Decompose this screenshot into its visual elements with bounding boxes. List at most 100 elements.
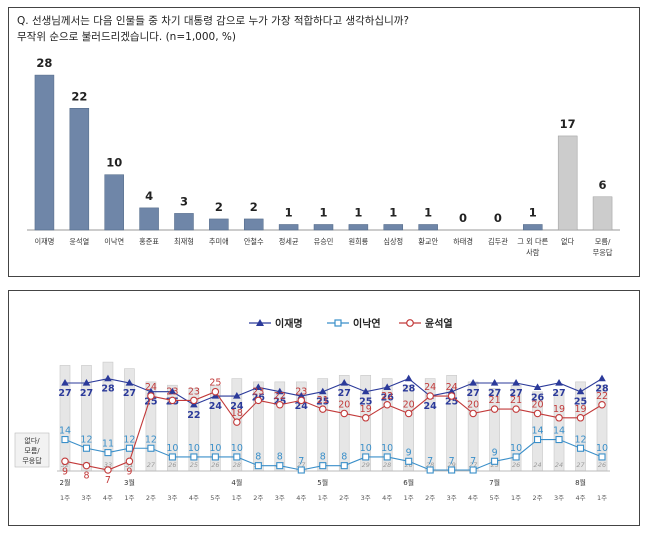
value-label-yoon-sy: 22 bbox=[274, 391, 286, 402]
category-label: 안철수 bbox=[244, 237, 264, 246]
value-label-lee-jm: 27 bbox=[488, 388, 501, 399]
point-lee-ny bbox=[340, 462, 348, 470]
value-label-yoon-sy: 19 bbox=[360, 404, 372, 415]
week-label: 2주 bbox=[253, 494, 263, 502]
point-lee-jm bbox=[168, 387, 177, 395]
point-lee-jm bbox=[361, 387, 370, 395]
point-yoon-sy bbox=[383, 401, 391, 409]
point-lee-ny bbox=[469, 466, 477, 474]
point-lee-jm bbox=[340, 379, 349, 386]
no-answer-value: 26 bbox=[512, 461, 520, 469]
no-answer-value: 25 bbox=[190, 461, 198, 469]
value-label-yoon-sy: 21 bbox=[510, 395, 522, 406]
value-label-lee-ny: 7 bbox=[449, 456, 455, 467]
value-label-lee-ny: 9 bbox=[492, 447, 498, 458]
value-label-lee-jm: 24 bbox=[295, 401, 309, 412]
value-label-lee-ny: 8 bbox=[341, 452, 347, 463]
point-lee-ny bbox=[405, 457, 413, 465]
value-label-lee-jm: 27 bbox=[467, 388, 480, 399]
bar-value-label: 2 bbox=[250, 200, 258, 214]
bar-7 bbox=[243, 218, 264, 231]
category-label: 하태경 bbox=[453, 237, 473, 246]
week-label: 4주 bbox=[575, 494, 585, 502]
point-yoon-sy bbox=[104, 466, 112, 474]
value-label-yoon-sy: 21 bbox=[317, 395, 329, 406]
value-label-lee-ny: 10 bbox=[209, 443, 221, 454]
point-lee-ny bbox=[512, 453, 520, 461]
bar-value-label: 17 bbox=[560, 117, 576, 131]
week-label: 1주 bbox=[597, 494, 607, 502]
legend-marker-circle bbox=[406, 319, 414, 327]
week-label: 3주 bbox=[554, 494, 564, 502]
no-answer-bar-25 bbox=[575, 381, 586, 472]
point-lee-ny bbox=[104, 449, 112, 457]
value-label-lee-ny: 10 bbox=[188, 443, 200, 454]
point-lee-jm bbox=[125, 379, 134, 386]
point-lee-ny bbox=[448, 466, 456, 474]
bar-series-label: 모름/ bbox=[24, 447, 40, 455]
week-label: 5주 bbox=[210, 494, 220, 502]
point-lee-jm bbox=[147, 387, 155, 395]
no-answer-value: 24 bbox=[555, 461, 563, 469]
trend-line-chart: 3232333127262526282727272829292826282927… bbox=[14, 317, 610, 502]
series-line-2 bbox=[64, 439, 603, 471]
value-label-lee-ny: 12 bbox=[574, 434, 586, 445]
bar-value-label: 0 bbox=[459, 211, 467, 225]
value-label-lee-ny: 11 bbox=[102, 439, 114, 450]
point-lee-ny bbox=[233, 453, 241, 461]
point-lee-jm bbox=[598, 374, 606, 382]
point-yoon-sy bbox=[533, 409, 542, 418]
point-yoon-sy bbox=[297, 396, 306, 405]
week-label: 3주 bbox=[81, 494, 91, 502]
point-yoon-sy bbox=[490, 405, 499, 413]
bar-8 bbox=[278, 224, 299, 231]
value-label-yoon-sy: 23 bbox=[252, 386, 264, 397]
month-label: 5월 bbox=[317, 478, 328, 487]
value-label-yoon-sy: 20 bbox=[338, 399, 350, 410]
value-label-lee-jm: 26 bbox=[381, 392, 395, 403]
week-label: 4주 bbox=[382, 494, 392, 502]
bar-value-label: 3 bbox=[180, 194, 188, 208]
week-label: 3주 bbox=[275, 494, 285, 502]
point-lee-jm bbox=[276, 387, 284, 395]
value-label-lee-jm: 25 bbox=[359, 397, 372, 408]
week-label: 5주 bbox=[490, 494, 500, 502]
point-lee-ny bbox=[576, 444, 585, 452]
bar-series-label: 없다/ bbox=[24, 436, 40, 445]
value-label-lee-jm: 28 bbox=[402, 384, 416, 395]
no-answer-value: 28 bbox=[233, 461, 241, 469]
category-label: 이재명 bbox=[35, 237, 55, 246]
value-label-lee-jm: 27 bbox=[123, 388, 136, 399]
week-label: 1주 bbox=[60, 494, 70, 502]
bar-value-label: 28 bbox=[36, 56, 52, 70]
bar-9 bbox=[313, 224, 334, 231]
month-label: 2월 bbox=[60, 478, 71, 487]
point-lee-ny bbox=[598, 453, 606, 461]
value-label-lee-ny: 9 bbox=[406, 447, 412, 458]
point-yoon-sy bbox=[404, 409, 413, 418]
bar-value-label: 1 bbox=[389, 205, 397, 219]
bar-value-label: 10 bbox=[106, 156, 122, 170]
value-label-lee-jm: 25 bbox=[574, 397, 587, 408]
preference-bar-chart: 28이재명22윤석열10이낙연4홍준표3최재형2추미애2안철수1정세균1유승민1… bbox=[27, 56, 620, 257]
category-label: 윤석열 bbox=[69, 237, 89, 246]
no-answer-value: 33 bbox=[104, 461, 112, 469]
value-label-yoon-sy: 7 bbox=[105, 475, 111, 486]
value-label-lee-ny: 10 bbox=[166, 443, 178, 454]
point-yoon-sy bbox=[125, 457, 134, 466]
category-label: 홍준표 bbox=[139, 237, 159, 246]
point-yoon-sy bbox=[512, 405, 520, 413]
bar-series-box bbox=[14, 432, 50, 468]
value-label-yoon-sy: 9 bbox=[126, 466, 132, 477]
bar-2 bbox=[69, 108, 90, 231]
value-label-yoon-sy: 18 bbox=[231, 408, 243, 419]
point-yoon-sy bbox=[426, 392, 434, 400]
value-label-lee-jm: 28 bbox=[101, 384, 115, 395]
value-label-yoon-sy: 19 bbox=[574, 404, 586, 415]
point-lee-ny bbox=[383, 453, 391, 461]
point-lee-jm bbox=[233, 392, 241, 399]
value-label-lee-jm: 27 bbox=[509, 388, 522, 399]
no-answer-value: 28 bbox=[383, 461, 391, 469]
value-label-yoon-sy: 24 bbox=[446, 382, 458, 393]
point-yoon-sy bbox=[168, 396, 177, 405]
